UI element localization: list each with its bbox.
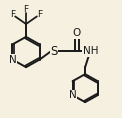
- Text: F: F: [37, 10, 42, 19]
- Text: S: S: [50, 45, 57, 58]
- Text: NH: NH: [83, 46, 98, 56]
- Text: N: N: [9, 55, 16, 65]
- Text: O: O: [73, 28, 81, 38]
- Text: F: F: [23, 5, 29, 14]
- Text: F: F: [10, 10, 15, 19]
- Text: N: N: [69, 90, 76, 100]
